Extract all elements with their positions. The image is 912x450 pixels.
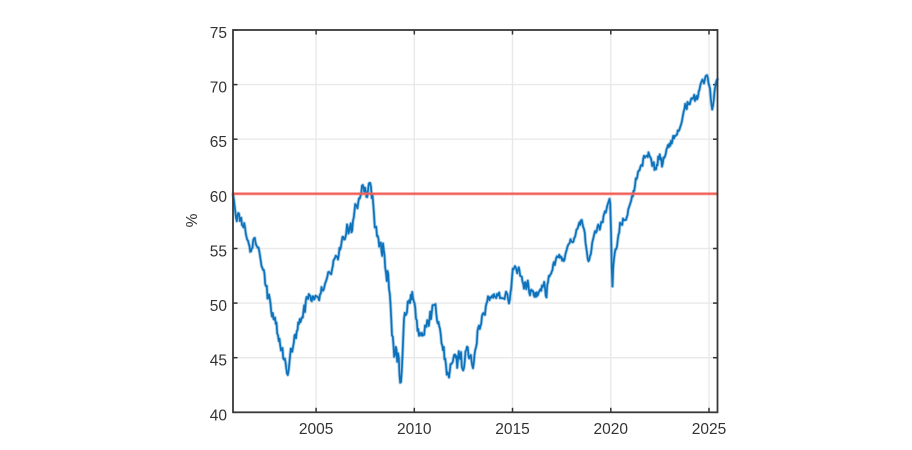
svg-text:75: 75 bbox=[210, 25, 227, 42]
svg-text:2005: 2005 bbox=[299, 421, 333, 438]
svg-text:45: 45 bbox=[210, 353, 227, 370]
svg-text:2015: 2015 bbox=[495, 421, 529, 438]
svg-text:60: 60 bbox=[210, 189, 228, 206]
svg-text:%: % bbox=[184, 213, 201, 227]
svg-text:2010: 2010 bbox=[397, 421, 432, 438]
svg-text:55: 55 bbox=[210, 244, 227, 261]
svg-text:2025: 2025 bbox=[692, 421, 726, 438]
svg-text:2020: 2020 bbox=[594, 421, 629, 438]
svg-text:65: 65 bbox=[210, 134, 227, 151]
svg-text:70: 70 bbox=[210, 80, 228, 97]
svg-text:40: 40 bbox=[210, 407, 228, 424]
svg-text:50: 50 bbox=[210, 298, 228, 315]
